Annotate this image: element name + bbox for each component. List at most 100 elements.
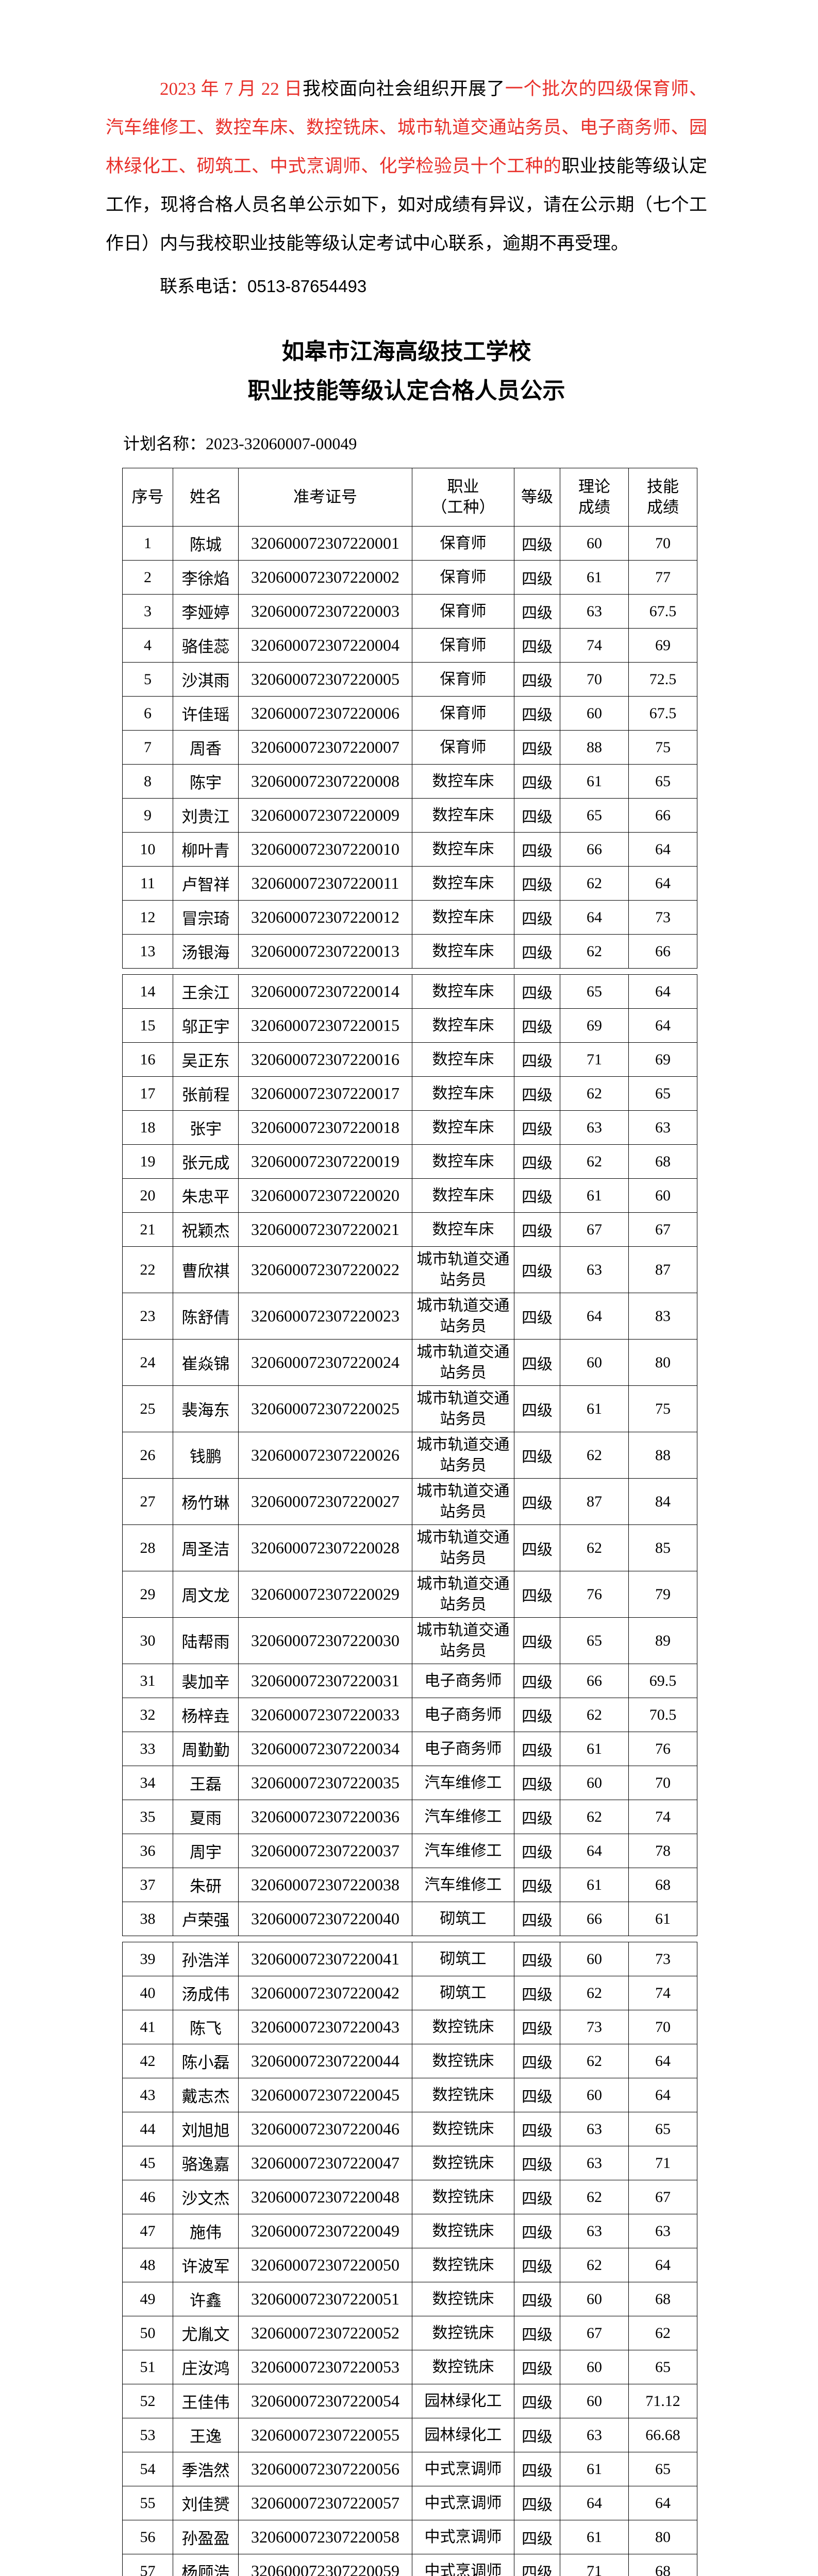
cell-occupation: 数控车床 <box>412 1144 514 1179</box>
cell-exam-id: 320600072307220001 <box>238 526 412 561</box>
cell-name: 陈城 <box>173 526 239 561</box>
cell-index: 49 <box>122 2282 173 2316</box>
cell-name: 周圣洁 <box>173 1524 239 1571</box>
cell-name: 陈宇 <box>173 764 239 799</box>
cell-theory-score: 60 <box>560 696 629 731</box>
cell-occupation: 数控铣床 <box>412 2010 514 2044</box>
cell-exam-id: 320600072307220040 <box>238 1902 412 1936</box>
cell-index: 30 <box>122 1617 173 1664</box>
cell-theory-score: 67 <box>560 2316 629 2350</box>
cell-skill-score: 76 <box>628 1732 697 1766</box>
cell-index: 19 <box>122 1144 173 1179</box>
cell-occupation: 中式烹调师 <box>412 2486 514 2520</box>
cell-level: 四级 <box>514 2486 560 2520</box>
cell-name: 沙淇雨 <box>173 662 239 697</box>
cell-index: 27 <box>122 1478 173 1525</box>
cell-skill-score: 64 <box>628 866 697 901</box>
cell-name: 王逸 <box>173 2418 239 2452</box>
cell-name: 钱鹏 <box>173 1432 239 1479</box>
table-header-row: 序号 姓名 准考证号 职业 （工种） 等级 理论 成绩 技能 成绩 <box>122 468 697 527</box>
table-row: 21 祝颖杰 320600072307220021 数控车床 四级 67 67 <box>122 1212 697 1247</box>
cell-occupation: 数控车床 <box>412 1042 514 1077</box>
cell-occupation: 城市轨道交通站务员 <box>412 1293 514 1340</box>
cell-name: 尤胤文 <box>173 2316 239 2350</box>
table-row: 54 季浩然 320600072307220056 中式烹调师 四级 61 65 <box>122 2452 697 2486</box>
results-table-page-1: 序号 姓名 准考证号 职业 （工种） 等级 理论 成绩 技能 成绩 1 陈城 3206000723… <box>122 468 697 969</box>
cell-level: 四级 <box>514 1478 560 1525</box>
cell-occupation: 数控铣床 <box>412 2282 514 2316</box>
cell-level: 四级 <box>514 1042 560 1077</box>
cell-occupation: 砌筑工 <box>412 1902 514 1936</box>
cell-theory-score: 63 <box>560 2418 629 2452</box>
table-row: 47 施伟 320600072307220049 数控铣床 四级 63 63 <box>122 2214 697 2248</box>
table-row: 1 陈城 320600072307220001 保育师 四级 60 70 <box>122 526 697 561</box>
cell-exam-id: 320600072307220002 <box>238 560 412 595</box>
cell-skill-score: 68 <box>628 1144 697 1179</box>
cell-index: 31 <box>122 1664 173 1698</box>
cell-level: 四级 <box>514 1942 560 1976</box>
cell-exam-id: 320600072307220010 <box>238 832 412 867</box>
cell-occupation: 数控车床 <box>412 974 514 1009</box>
cell-index: 17 <box>122 1076 173 1111</box>
cell-exam-id: 320600072307220023 <box>238 1293 412 1340</box>
cell-occupation: 园林绿化工 <box>412 2418 514 2452</box>
cell-index: 48 <box>122 2248 173 2282</box>
cell-index: 42 <box>122 2044 173 2078</box>
cell-exam-id: 320600072307220033 <box>238 1698 412 1732</box>
cell-theory-score: 62 <box>560 1800 629 1834</box>
cell-index: 12 <box>122 900 173 935</box>
cell-skill-score: 72.5 <box>628 662 697 697</box>
cell-exam-id: 320600072307220026 <box>238 1432 412 1479</box>
cell-index: 43 <box>122 2078 173 2112</box>
table-row: 8 陈宇 320600072307220008 数控车床 四级 61 65 <box>122 764 697 799</box>
table-row: 36 周宇 320600072307220037 汽车维修工 四级 64 78 <box>122 1834 697 1868</box>
table-row: 10 柳叶青 320600072307220010 数控车床 四级 66 64 <box>122 832 697 867</box>
cell-occupation: 数控车床 <box>412 866 514 901</box>
cell-index: 53 <box>122 2418 173 2452</box>
cell-skill-score: 69.5 <box>628 1664 697 1698</box>
cell-skill-score: 75 <box>628 730 697 765</box>
cell-level: 四级 <box>514 1524 560 1571</box>
cell-index: 28 <box>122 1524 173 1571</box>
cell-skill-score: 87 <box>628 1246 697 1293</box>
cell-theory-score: 62 <box>560 1076 629 1111</box>
cell-theory-score: 61 <box>560 1385 629 1432</box>
cell-theory-score: 62 <box>560 1524 629 1571</box>
cell-theory-score: 64 <box>560 2486 629 2520</box>
cell-exam-id: 320600072307220043 <box>238 2010 412 2044</box>
cell-occupation: 汽车维修工 <box>412 1834 514 1868</box>
table-row: 34 王磊 320600072307220035 汽车维修工 四级 60 70 <box>122 1766 697 1800</box>
table-row: 40 汤成伟 320600072307220042 砌筑工 四级 62 74 <box>122 1976 697 2010</box>
table-row: 31 裴加辛 320600072307220031 电子商务师 四级 66 69.5 <box>122 1664 697 1698</box>
cell-theory-score: 61 <box>560 560 629 595</box>
cell-exam-id: 320600072307220004 <box>238 628 412 663</box>
cell-theory-score: 61 <box>560 2452 629 2486</box>
cell-theory-score: 62 <box>560 2180 629 2214</box>
cell-index: 32 <box>122 1698 173 1732</box>
cell-exam-id: 320600072307220042 <box>238 1976 412 2010</box>
cell-skill-score: 68 <box>628 2282 697 2316</box>
cell-index: 18 <box>122 1110 173 1145</box>
cell-skill-score: 89 <box>628 1617 697 1664</box>
cell-theory-score: 63 <box>560 2214 629 2248</box>
cell-occupation: 保育师 <box>412 594 514 629</box>
cell-index: 35 <box>122 1800 173 1834</box>
cell-theory-score: 70 <box>560 662 629 697</box>
header-cell-level: 等级 <box>514 468 560 527</box>
cell-level: 四级 <box>514 832 560 867</box>
cell-exam-id: 320600072307220029 <box>238 1571 412 1618</box>
cell-occupation: 数控铣床 <box>412 2146 514 2180</box>
cell-level: 四级 <box>514 2078 560 2112</box>
cell-theory-score: 65 <box>560 798 629 833</box>
cell-theory-score: 67 <box>560 1212 629 1247</box>
cell-theory-score: 62 <box>560 1432 629 1479</box>
cell-index: 8 <box>122 764 173 799</box>
cell-skill-score: 71 <box>628 2146 697 2180</box>
cell-skill-score: 64 <box>628 2078 697 2112</box>
table-row: 43 戴志杰 320600072307220045 数控铣床 四级 60 64 <box>122 2078 697 2112</box>
cell-occupation: 园林绿化工 <box>412 2384 514 2418</box>
cell-name: 朱忠平 <box>173 1178 239 1213</box>
cell-level: 四级 <box>514 2146 560 2180</box>
cell-name: 崔焱锦 <box>173 1339 239 1386</box>
cell-skill-score: 74 <box>628 1800 697 1834</box>
